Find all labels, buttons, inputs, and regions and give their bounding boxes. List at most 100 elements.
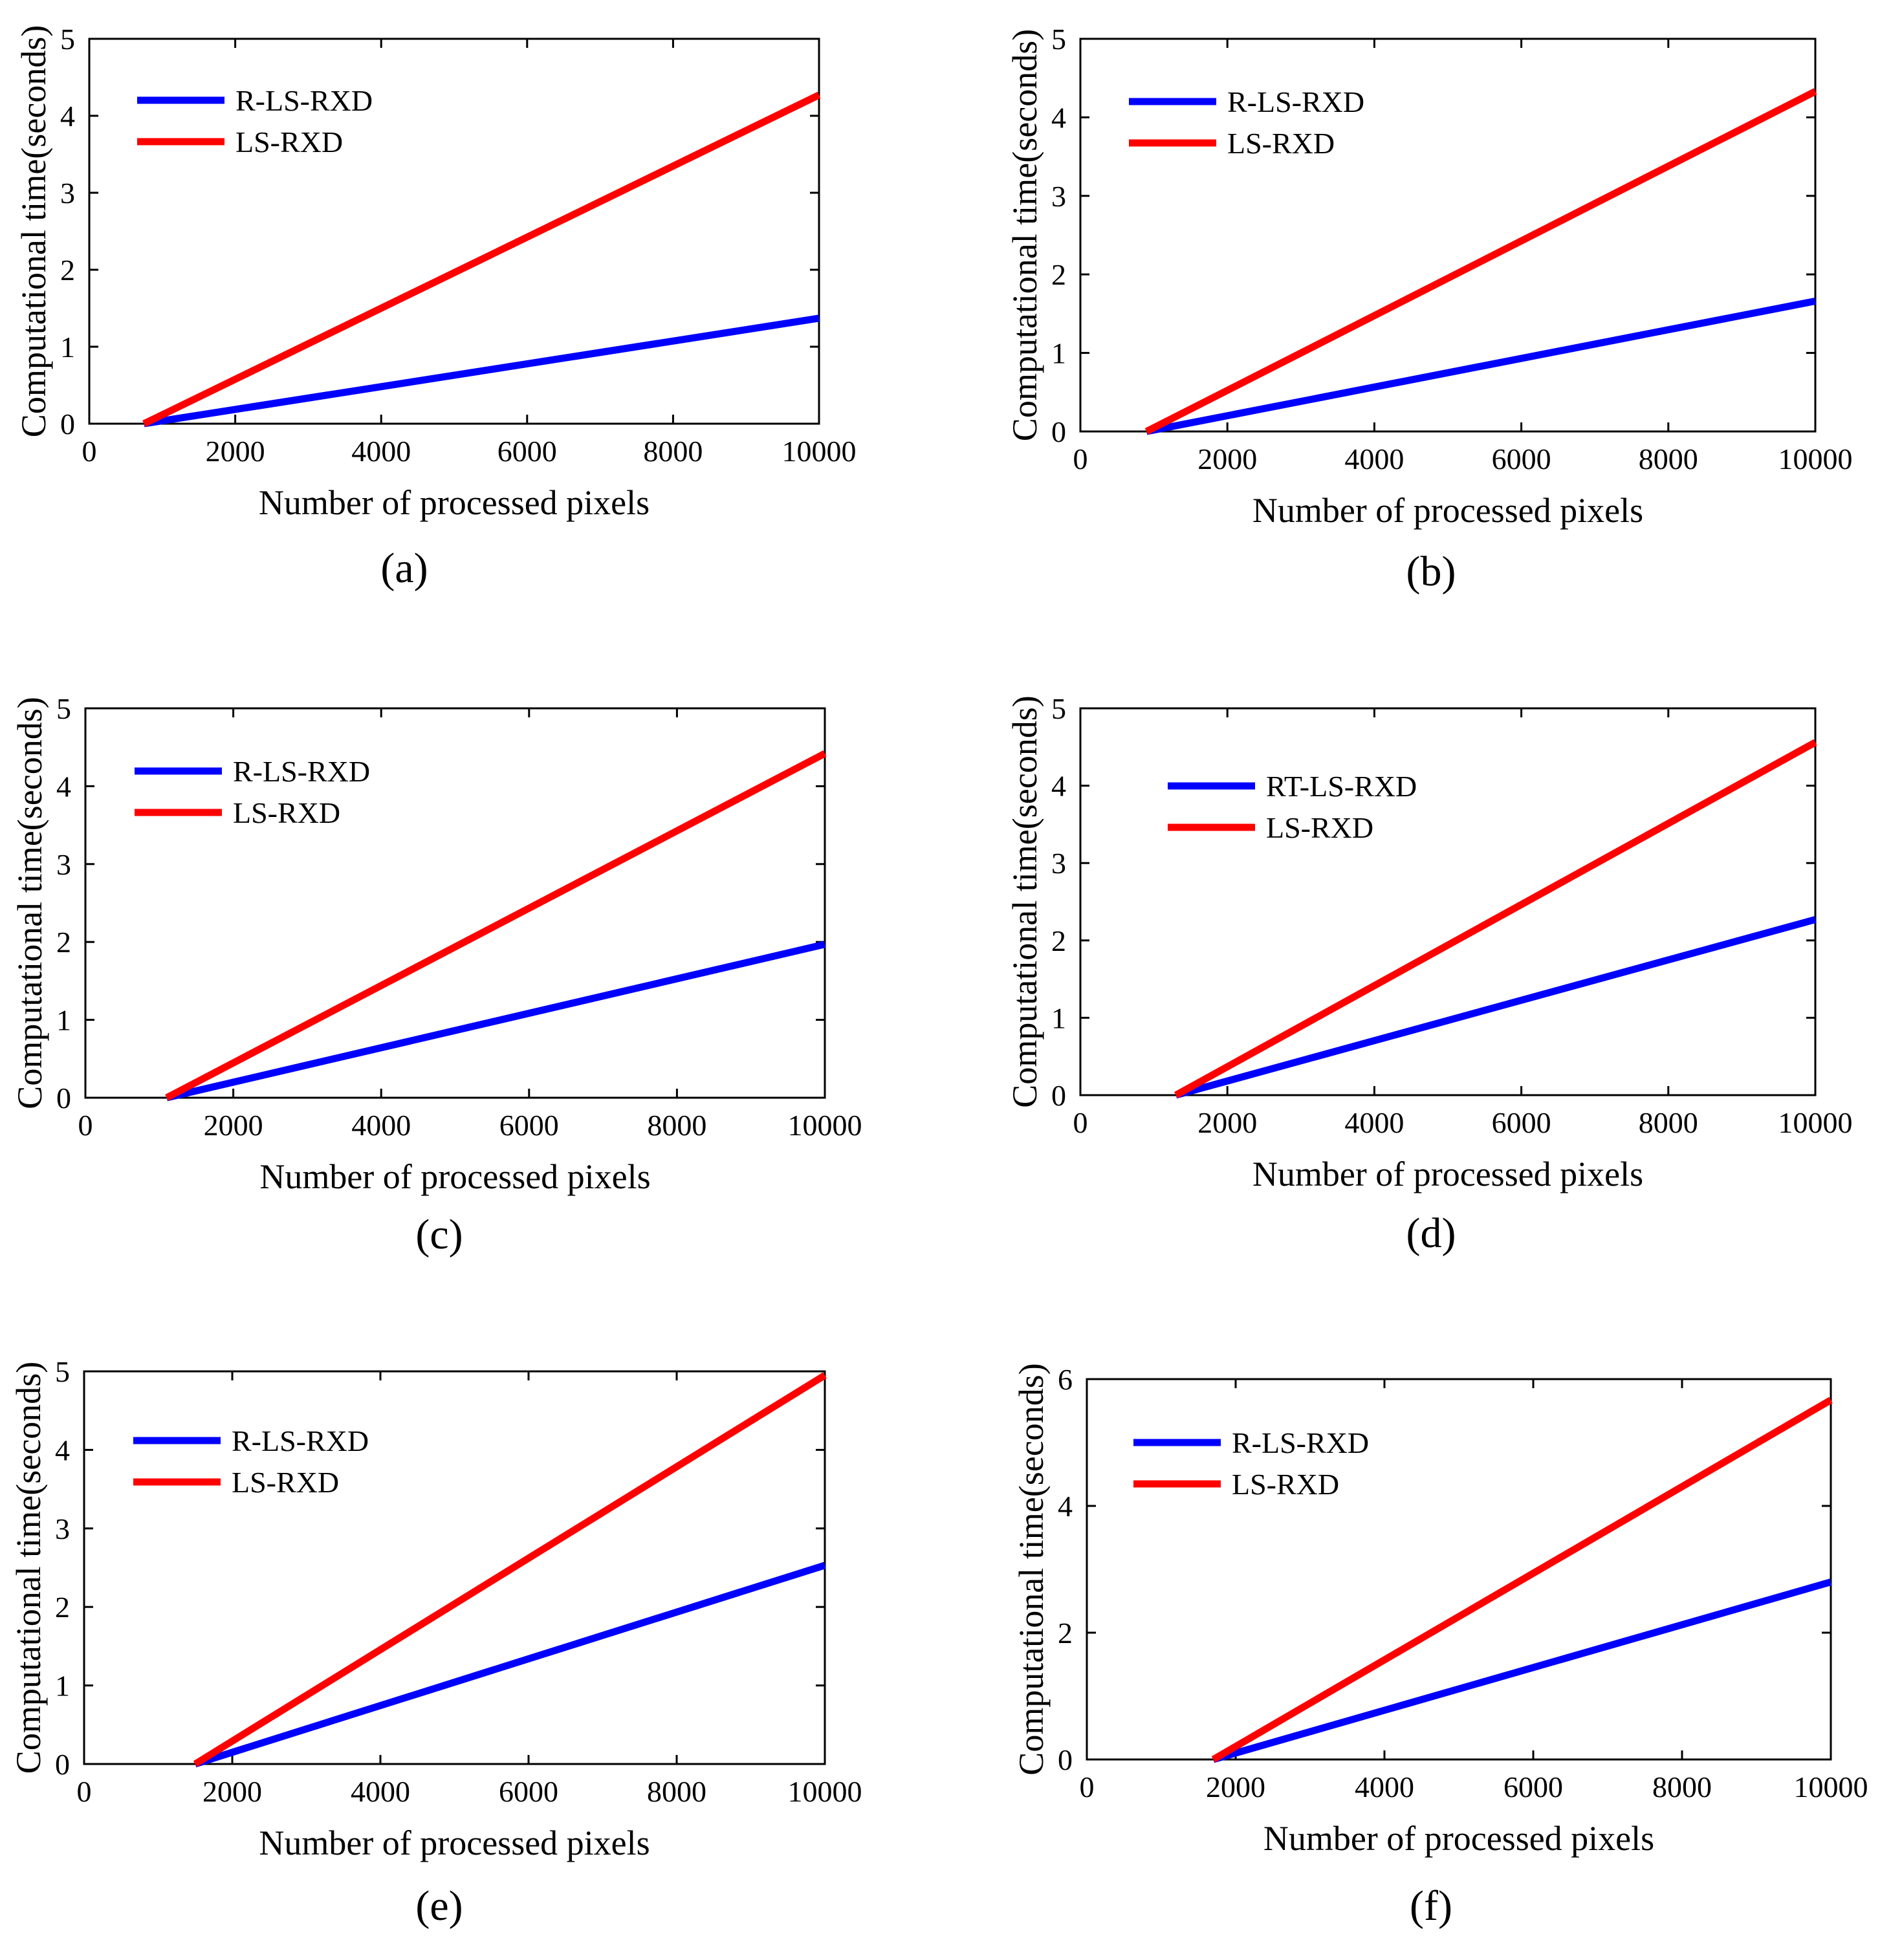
y-axis-label: Computational time(seconds) (1012, 1363, 1051, 1775)
x-tick-label: 0 (82, 435, 97, 468)
series-line-r-ls-rxd (166, 941, 826, 1102)
x-tick-label: 6000 (1492, 1106, 1551, 1139)
series-line-r-ls-rxd (143, 314, 820, 428)
y-tick-label: 4 (60, 100, 75, 133)
y-axis-label: Computational time(seconds) (1005, 29, 1044, 441)
x-tick-label: 6000 (499, 1109, 559, 1142)
y-tick-label: 4 (1051, 770, 1066, 803)
legend: RT-LS-RXD LS-RXD (1168, 770, 1417, 844)
x-tick-label: 6000 (1492, 442, 1551, 475)
plot-frame (1079, 707, 1817, 1096)
series-line-r-ls-rxd (1146, 298, 1817, 435)
x-tick-label: 8000 (647, 1109, 706, 1142)
x-tick-label: 0 (1073, 1106, 1088, 1139)
chart-panel-b: 0 2000 4000 6000 8000 10000 0 1 2 3 4 5 Number of pr… (1005, 23, 1853, 595)
y-axis-label: Computational time(seconds) (1005, 695, 1044, 1107)
x-tick-label: 0 (1073, 442, 1088, 475)
y-tick-label: 6 (1058, 1363, 1073, 1396)
chart-panel-a: 0 2000 4000 6000 8000 10000 0 1 2 3 4 5 Number of pr… (14, 23, 857, 592)
series-line-r-ls-rxd (1212, 1578, 1832, 1763)
x-tick-label: 6000 (499, 1775, 558, 1808)
x-tick-label: 2000 (206, 435, 265, 468)
x-tick-label: 6000 (497, 435, 557, 468)
plot-frame (84, 707, 826, 1099)
y-tick-label: 1 (1051, 1001, 1066, 1034)
y-axis-label: Computational time(seconds) (10, 697, 49, 1109)
x-tick-label: 10000 (788, 1775, 862, 1808)
y-tick-label: 4 (1058, 1490, 1073, 1523)
legend-label: LS-RXD (1227, 127, 1335, 160)
chart-panel-f: 0 2000 4000 6000 8000 10000 0 2 4 6 Number of proc… (1012, 1363, 1868, 1930)
x-tick-label: 4000 (1344, 442, 1404, 475)
x-tick-label: 8000 (1639, 442, 1698, 475)
y-tick-label: 5 (55, 1355, 70, 1388)
y-tick-label: 1 (60, 331, 75, 364)
legend-label: LS-RXD (235, 125, 343, 158)
x-tick-label: 8000 (647, 1775, 706, 1808)
panel-label: (a) (380, 545, 428, 592)
y-tick-label: 3 (1051, 180, 1066, 213)
x-tick-label: 8000 (643, 435, 703, 468)
series-line-ls-rxd (1174, 739, 1817, 1098)
y-tick-label: 3 (60, 177, 75, 210)
x-tick-label: 4000 (1344, 1106, 1404, 1139)
plot-frame (88, 38, 820, 425)
y-tick-label: 1 (56, 1004, 71, 1037)
series-line-ls-rxd (1211, 1397, 1833, 1763)
y-tick-label: 2 (1051, 924, 1066, 957)
plot-frame (1079, 38, 1817, 433)
x-axis-label: Number of processed pixels (259, 1824, 650, 1862)
panel-label: (f) (1410, 1882, 1452, 1930)
chart-panel-e: 0 2000 4000 6000 8000 10000 0 1 2 3 4 5 Number of pr… (9, 1355, 862, 1930)
x-tick-label: 0 (1080, 1770, 1095, 1803)
y-tick-label: 2 (60, 254, 75, 287)
x-tick-label: 0 (77, 1775, 92, 1808)
y-axis-label: Computational time(seconds) (9, 1362, 48, 1774)
legend-label: LS-RXD (233, 796, 340, 829)
legend-label: R-LS-RXD (233, 755, 370, 788)
y-axis-label: Computational time(seconds) (14, 25, 53, 437)
y-tick-label: 3 (56, 848, 71, 881)
series-line-ls-rxd (165, 750, 827, 1101)
legend-label: LS-RXD (1232, 1468, 1339, 1501)
y-tick-label: 0 (1051, 1079, 1066, 1112)
x-tick-label: 10000 (788, 1109, 862, 1142)
x-axis-label: Number of processed pixels (1252, 1155, 1643, 1193)
series-line-ls-rxd (142, 91, 821, 427)
y-tick-label: 4 (56, 770, 71, 803)
y-tick-label: 2 (56, 926, 71, 959)
y-tick-label: 3 (55, 1512, 70, 1545)
legend-label: LS-RXD (1266, 811, 1373, 844)
y-tick-label: 0 (1058, 1743, 1073, 1776)
x-tick-label: 2000 (1197, 1106, 1257, 1139)
x-tick-label: 8000 (1652, 1770, 1712, 1803)
y-tick-label: 4 (1051, 101, 1066, 134)
x-axis-label: Number of processed pixels (259, 483, 650, 522)
panel-label: (c) (415, 1211, 463, 1258)
x-tick-label: 10000 (1778, 442, 1853, 475)
y-tick-label: 0 (55, 1748, 70, 1781)
y-tick-label: 5 (1051, 23, 1066, 56)
panel-label: (d) (1406, 1210, 1456, 1257)
y-tick-label: 4 (55, 1433, 70, 1466)
x-tick-label: 2000 (204, 1109, 263, 1142)
x-tick-label: 10000 (1794, 1770, 1868, 1803)
y-tick-label: 2 (1051, 258, 1066, 291)
x-axis-label: Number of processed pixels (259, 1157, 650, 1196)
x-axis-label: Number of processed pixels (1252, 491, 1643, 530)
x-tick-label: 2000 (1206, 1770, 1265, 1803)
x-tick-label: 4000 (351, 1775, 410, 1808)
y-tick-label: 3 (1051, 847, 1066, 880)
y-tick-label: 1 (55, 1670, 70, 1703)
x-tick-label: 4000 (1355, 1770, 1414, 1803)
y-tick-label: 0 (56, 1082, 71, 1115)
y-tick-label: 1 (1051, 337, 1066, 370)
legend-label: R-LS-RXD (232, 1424, 369, 1457)
x-tick-label: 6000 (1503, 1770, 1563, 1803)
chart-panel-c: 0 2000 4000 6000 8000 10000 0 1 2 3 4 5 Number of pr… (10, 692, 862, 1258)
y-tick-label: 5 (60, 23, 75, 56)
legend-label: R-LS-RXD (1227, 85, 1364, 118)
x-tick-label: 0 (78, 1109, 93, 1142)
legend: R-LS-RXD LS-RXD (133, 1424, 369, 1499)
plot-frame (1086, 1378, 1832, 1761)
